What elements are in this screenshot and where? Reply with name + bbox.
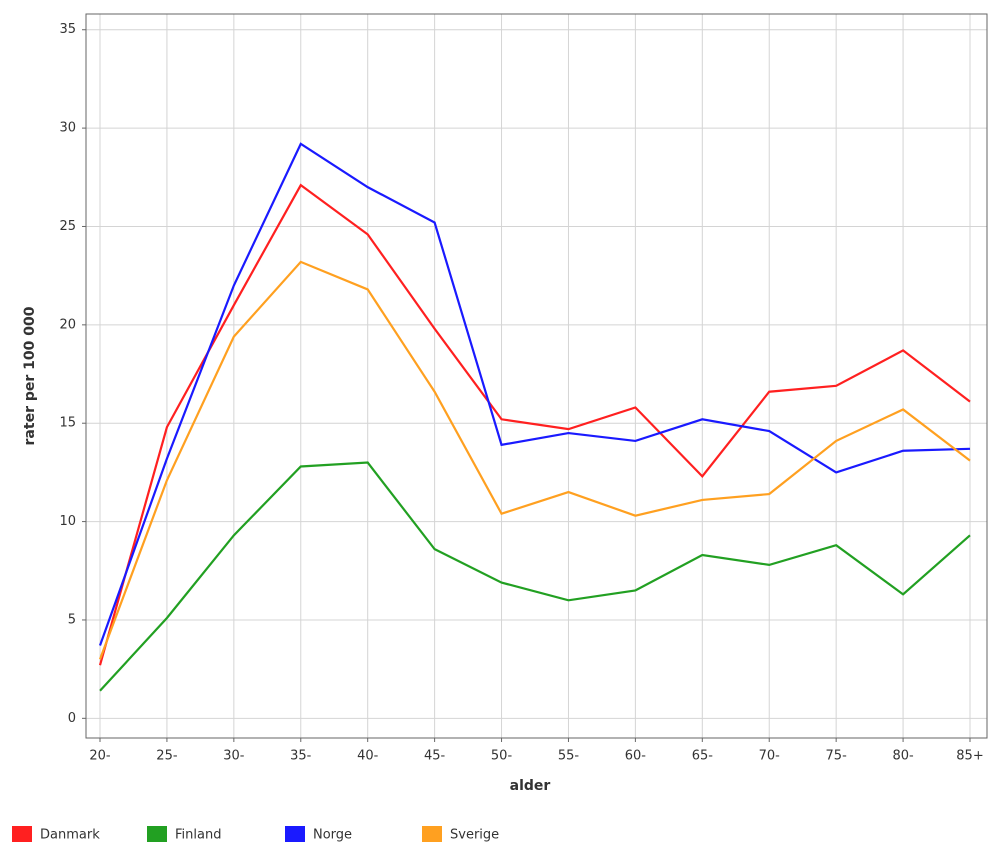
- legend-swatch: [12, 826, 32, 842]
- y-tick-label: 25: [59, 219, 76, 234]
- x-tick-label: 60-: [625, 749, 647, 764]
- line-series: [98, 142, 971, 646]
- x-tick-label: 35-: [290, 749, 312, 764]
- y-tick-label: 20: [59, 317, 76, 332]
- y-tick-label: 15: [59, 416, 76, 431]
- x-tick-label: 20-: [89, 749, 111, 764]
- x-tick-label: 70-: [759, 749, 781, 764]
- x-axis-label: alder: [510, 778, 551, 794]
- y-tick-label: 10: [59, 514, 76, 529]
- line-series: [98, 260, 971, 660]
- plot-area: [86, 14, 987, 738]
- y-tick-label: 35: [59, 22, 76, 37]
- y-tick-label: 0: [68, 711, 76, 726]
- x-tick-label: 30-: [223, 749, 245, 764]
- legend-swatch: [285, 826, 305, 842]
- x-tick-label: 80-: [892, 749, 914, 764]
- legend-swatch: [422, 826, 442, 842]
- legend-swatch: [147, 826, 167, 842]
- x-tick-label: 25-: [156, 749, 178, 764]
- x-tick-label: 45-: [424, 749, 446, 764]
- line-series: [98, 183, 971, 666]
- legend-label: Finland: [175, 828, 221, 843]
- y-tick-label: 5: [68, 612, 76, 627]
- y-tick-label: 30: [59, 121, 76, 136]
- x-tick-label: 85+: [956, 749, 983, 764]
- plot-frame: [85, 13, 988, 739]
- legend-label: Sverige: [450, 828, 499, 843]
- y-axis-label: rater per 100 000: [22, 306, 38, 445]
- x-tick-label: 50-: [491, 749, 513, 764]
- x-tick-label: 65-: [692, 749, 714, 764]
- x-tick-label: 55-: [558, 749, 580, 764]
- x-tick-label: 75-: [826, 749, 848, 764]
- line-series: [99, 461, 971, 692]
- x-tick-label: 40-: [357, 749, 379, 764]
- legend-label: Danmark: [40, 828, 100, 843]
- legend-label: Norge: [313, 828, 352, 843]
